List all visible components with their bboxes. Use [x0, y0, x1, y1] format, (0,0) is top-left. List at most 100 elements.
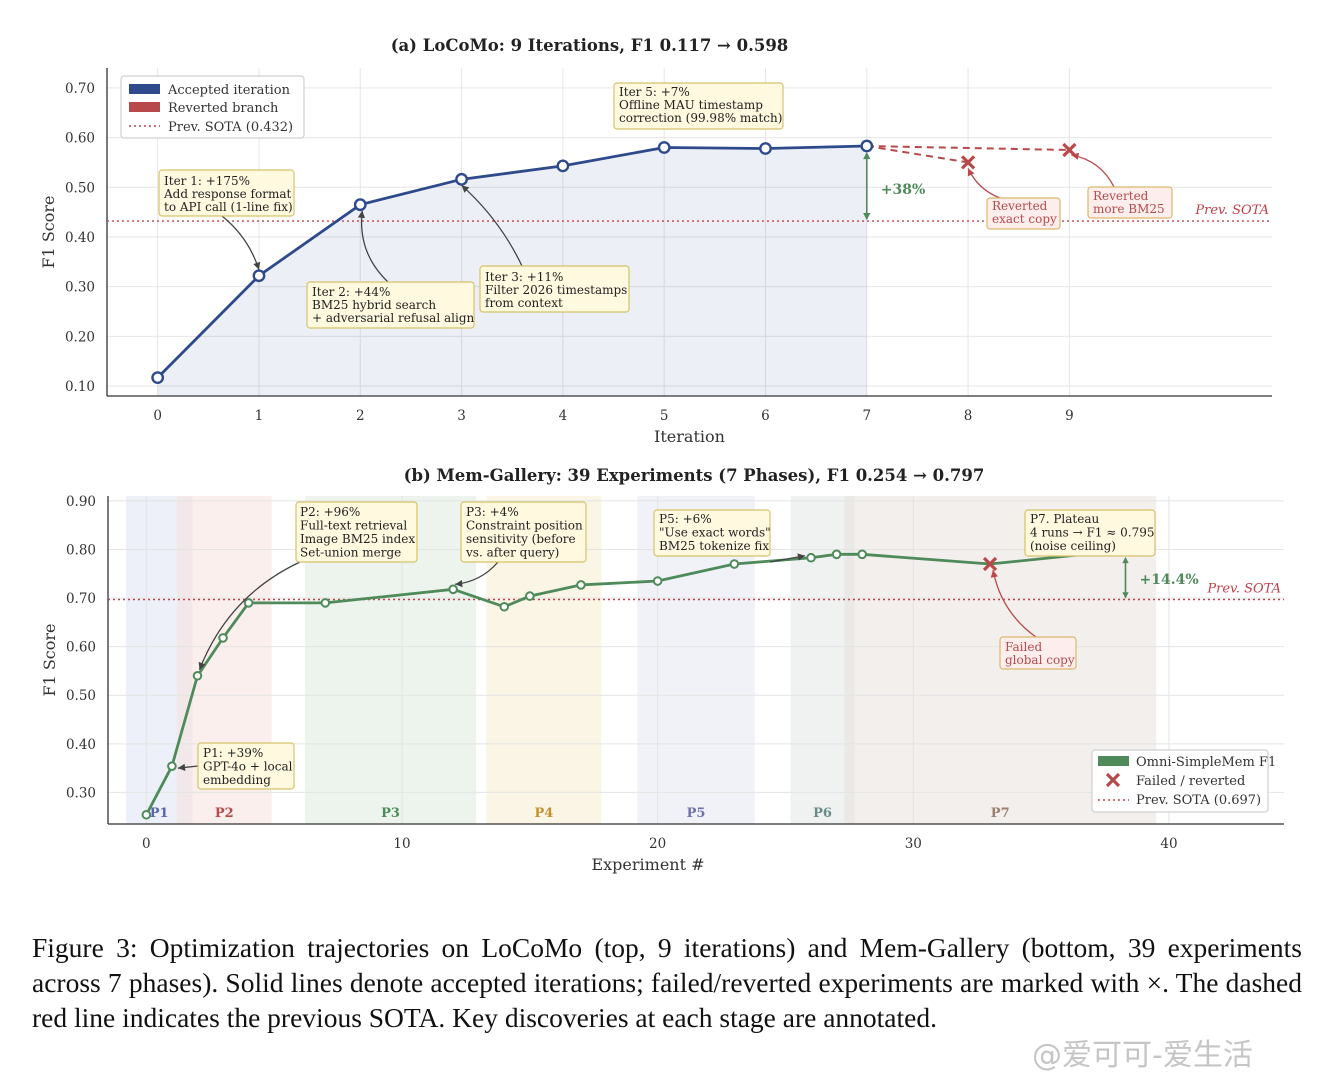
phase-label: P5: [687, 806, 706, 821]
chart-a-title: (a) LoCoMo: 9 Iterations, F1 0.117 → 0.5…: [391, 36, 789, 55]
annotation-text-line: Add response format: [163, 187, 291, 201]
chart-a-legend: Accepted iteration Reverted branch Prev. S…: [120, 75, 305, 139]
annotation-arrow-line: [360, 210, 389, 283]
reverted-text-line: more BM25: [1093, 202, 1165, 216]
x-axis-label: Experiment #: [591, 855, 704, 874]
f1-point: [218, 633, 228, 643]
legend-label: Failed / reverted: [1136, 774, 1245, 789]
failed-box: [999, 636, 1077, 670]
failed-point: [982, 556, 998, 572]
reverted-arrow-head: [1071, 152, 1080, 160]
annotation-box: [295, 501, 418, 563]
legend-swatch-reverted: [129, 102, 160, 112]
y-tick-label: 0.10: [65, 379, 95, 395]
y-axis-label: F1 Score: [39, 195, 58, 268]
legend-swatch-accepted: [129, 84, 160, 94]
accepted-point: [455, 172, 468, 186]
y-tick-label: 0.90: [66, 494, 96, 510]
reverted-branch-line: [866, 145, 969, 164]
accepted-point: [860, 139, 874, 153]
y-tick-label: 0.30: [65, 280, 95, 296]
x-tick-label: 9: [1065, 408, 1074, 424]
annotation-box: [1024, 509, 1156, 557]
reverted-point-b: [1062, 142, 1077, 158]
legend-frame: [120, 75, 305, 139]
gain-arrow-head-bottom: [1122, 592, 1129, 599]
phase-label: P7: [991, 806, 1010, 821]
x-tick-label: 6: [761, 408, 770, 424]
f1-point: [141, 809, 152, 820]
reverted-point: [1062, 142, 1077, 158]
annotation-arrow-line: [221, 215, 260, 270]
annotation-text-line: Iter 2: +44%: [312, 285, 390, 299]
annotation-box: [653, 509, 771, 557]
y-tick-label: 0.40: [66, 737, 96, 753]
x-tick-label: 3: [457, 408, 466, 424]
gain-arrow-head-top: [863, 152, 871, 160]
annotation-text-line: P2: +96%: [300, 505, 360, 519]
y-tick-label: 0.60: [66, 640, 96, 656]
legend-label: Prev. SOTA (0.432): [168, 120, 293, 135]
failed-text-line: Failed: [1005, 640, 1042, 654]
annotation-text-line: correction (99.98% match): [619, 111, 782, 125]
x-tick-label: 8: [964, 408, 973, 424]
legend-swatch-line: [1098, 756, 1129, 766]
y-tick-label: 0.30: [66, 785, 96, 801]
x-tick-label: 0: [153, 408, 162, 424]
annotation-box: [197, 742, 295, 790]
f1-point: [806, 552, 816, 563]
f1-point: [652, 576, 663, 586]
chart-b-title: (b) Mem-Gallery: 39 Experiments (7 Phase…: [404, 466, 985, 485]
failed-arrow-line: [992, 569, 1037, 638]
f1-point: [243, 598, 254, 608]
phase-label: P6: [813, 806, 832, 821]
annotation-text: Iter 5: +7%Offline MAU timestampcorrecti…: [619, 85, 782, 125]
chart-b-legend: Omni-SimpleMem F1 Failed / reverted Prev. …: [1091, 749, 1276, 813]
accepted-point: [353, 198, 367, 212]
annotation-arrow-line: [198, 561, 301, 671]
x-tick-label: 1: [255, 408, 264, 424]
annotation-box: [479, 265, 630, 313]
f1-point: [499, 601, 510, 612]
reverted-box: [986, 197, 1061, 230]
annotation-text-line: Image BM25 index: [300, 532, 415, 546]
annotation-text-line: (noise ceiling): [1030, 539, 1116, 553]
reverted-box: [1087, 186, 1173, 219]
f1-point: [525, 591, 535, 601]
annotation-arrow-head: [455, 579, 463, 588]
sota-label: Prev. SOTA: [1194, 203, 1269, 218]
f1-point: [167, 761, 177, 771]
gain-label: +14.4%: [1139, 572, 1198, 588]
figure: (a) LoCoMo: 9 Iterations, F1 0.117 → 0.5…: [39, 36, 1284, 874]
reverted-point: [960, 155, 976, 170]
annotation-box: [158, 169, 295, 217]
x-tick-label: 10: [393, 836, 410, 852]
y-tick-label: 0.80: [66, 542, 96, 558]
accepted-point: [657, 141, 671, 154]
annotation-text-line: GPT-4o + local: [203, 760, 293, 774]
gain-arrow-head-top: [1122, 556, 1129, 564]
annotation-text-line: "Use exact words": [659, 526, 771, 540]
annotation-arrow-head: [461, 185, 470, 193]
phase-label: P3: [381, 806, 400, 821]
x-tick-label: 20: [649, 836, 666, 852]
y-axis-label: F1 Score: [40, 623, 59, 696]
accepted-line: [156, 144, 867, 379]
x-tick-label: 30: [905, 836, 922, 852]
accepted-point: [252, 269, 266, 283]
y-tick-label: 0.60: [65, 131, 95, 147]
annotation-text-line: Constraint position: [466, 519, 583, 533]
phase-label: P1: [150, 806, 169, 821]
annotation-arrow-head: [797, 553, 806, 561]
failed-text-line: global copy: [1005, 653, 1075, 667]
annotation-text-line: BM25 tokenize fix: [659, 539, 769, 553]
annotation-text-line: Set-union merge: [300, 546, 401, 560]
annotation-text-line: Full-text retrieval: [300, 519, 407, 533]
annotation-arrow-line: [461, 184, 523, 267]
x-tick-label: 4: [559, 408, 568, 424]
